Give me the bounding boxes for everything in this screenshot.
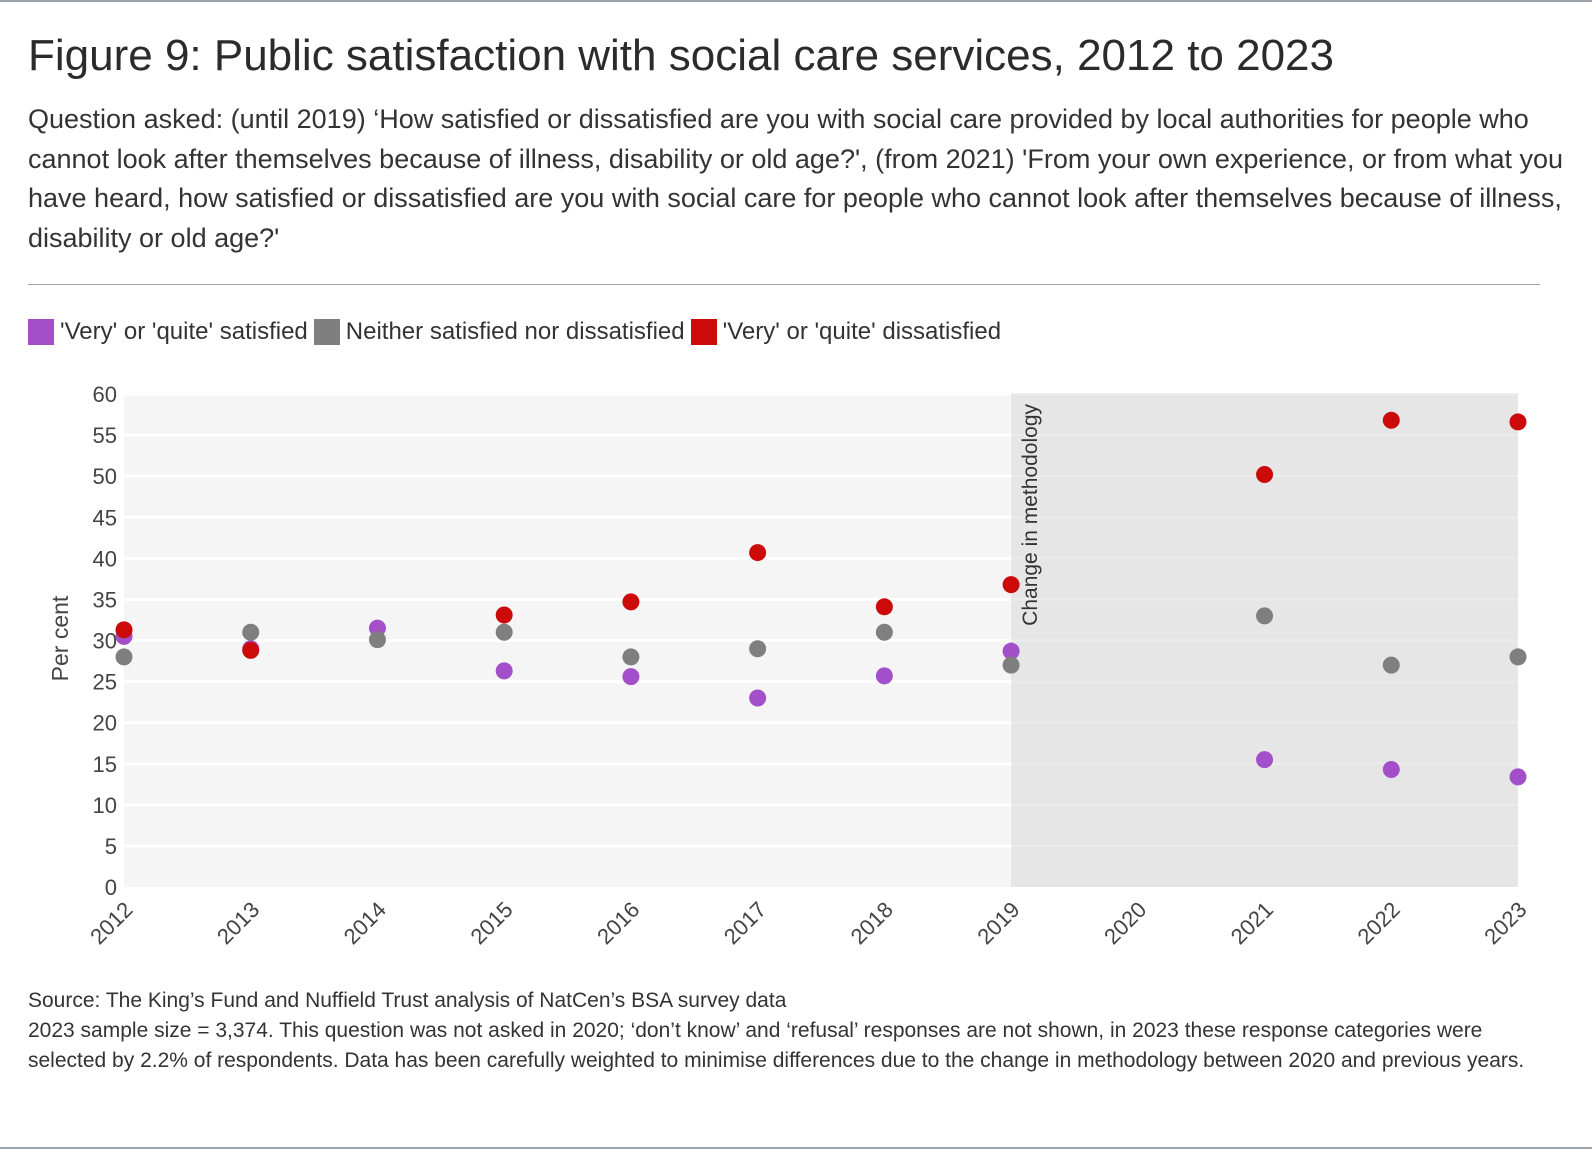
point-s1-2023: [1509, 648, 1527, 666]
point-s1-2018: [875, 623, 893, 641]
point-s1-2013: [242, 623, 260, 641]
bottom-rule: [0, 1147, 1592, 1149]
notes-line: 2023 sample size = 3,374. This question …: [28, 1019, 1525, 1072]
source-notes: Source: The King’s Fund and Nuffield Tru…: [28, 986, 1548, 1076]
point-s2-2023: [1509, 413, 1527, 431]
point-s1-2016: [622, 648, 640, 666]
point-s2-2017: [749, 544, 767, 562]
y-tick-label-0: 0: [105, 875, 117, 900]
x-tick-label-2017: 2017: [719, 897, 771, 949]
y-tick-label-45: 45: [93, 505, 117, 530]
y-tick-label-25: 25: [93, 670, 117, 695]
x-tick-label-2015: 2015: [465, 897, 517, 949]
point-s2-2022: [1382, 411, 1400, 429]
axis-labels: Per cent: [47, 595, 73, 681]
chart-title: Figure 9: Public satisfaction with socia…: [28, 31, 1334, 80]
y-tick-label-35: 35: [93, 587, 117, 612]
x-tick-label-2019: 2019: [972, 897, 1024, 949]
header-divider: [28, 284, 1540, 285]
y-tick-label-30: 30: [93, 629, 117, 654]
legend-item-dissatisfied[interactable]: 'Very' or 'quite' dissatisfied: [690, 318, 1002, 346]
legend-item-satisfied[interactable]: 'Very' or 'quite' satisfied: [28, 318, 308, 346]
legend-swatch-neither: [313, 319, 340, 345]
y-tick-label-60: 60: [93, 382, 117, 407]
point-s2-2016: [622, 593, 640, 611]
point-s2-2019: [1002, 576, 1020, 594]
legend-label-satisfied: 'Very' or 'quite' satisfied: [60, 318, 308, 345]
top-rule: [0, 0, 1592, 2]
x-tick-label-2014: 2014: [339, 897, 391, 949]
point-s1-2021: [1256, 607, 1274, 625]
point-s2-2018: [875, 598, 893, 616]
point-s0-2022: [1382, 761, 1400, 779]
y-tick-label-20: 20: [93, 711, 117, 736]
point-s0-2016: [622, 668, 640, 686]
chart-subtitle: Question asked: (until 2019) ‘How satisf…: [28, 104, 1564, 253]
point-s1-2017: [749, 640, 767, 658]
point-s0-2017: [749, 689, 767, 707]
y-tick-label-10: 10: [93, 793, 117, 818]
point-s1-2015: [495, 623, 513, 641]
y-tick-label-50: 50: [93, 464, 117, 489]
point-s2-2012: [115, 621, 133, 639]
legend-label-neither: Neither satisfied nor dissatisfied: [345, 318, 685, 345]
y-tick-label-55: 55: [93, 423, 117, 448]
y-tick-label-40: 40: [93, 546, 117, 571]
y-axis-title: Per cent: [47, 595, 73, 681]
legend-label-dissatisfied: 'Very' or 'quite' dissatisfied: [722, 318, 1002, 345]
legend-item-neither[interactable]: Neither satisfied nor dissatisfied: [313, 318, 685, 346]
point-s0-2018: [875, 667, 893, 685]
x-tick-label-2012: 2012: [85, 897, 137, 949]
point-s1-2014: [368, 631, 386, 649]
point-s0-2021: [1256, 751, 1274, 769]
x-tick-label-2016: 2016: [592, 897, 644, 949]
legend: 'Very' or 'quite' satisfied Neither sati…: [28, 314, 1007, 350]
point-s0-2023: [1509, 768, 1527, 786]
x-tick-label-2023: 2023: [1479, 897, 1531, 949]
y-tick-label-15: 15: [93, 752, 117, 777]
y-axis-ticks: 0 5 10 15 20 25 30 35 40 45 50 55 60: [93, 382, 117, 900]
methodology-annotation: Change in methodology: [1019, 404, 1042, 626]
point-s1-2019: [1002, 656, 1020, 674]
legend-swatch-satisfied: [28, 319, 54, 345]
x-tick-label-2018: 2018: [846, 897, 898, 949]
point-s0-2019: [1002, 642, 1020, 660]
x-tick-label-2013: 2013: [212, 897, 264, 949]
point-s0-2015: [495, 662, 513, 680]
legend-swatch-dissatisfied: [690, 319, 717, 345]
x-tick-label-2020: 2020: [1099, 897, 1151, 949]
source-line: Source: The King’s Fund and Nuffield Tru…: [28, 989, 787, 1012]
x-tick-label-2021: 2021: [1226, 897, 1278, 949]
point-s2-2013: [242, 641, 260, 659]
point-s1-2022: [1382, 656, 1400, 674]
x-axis-ticks: 2012 2013 2014 2015 2016 2017 2018 2019 2020 2021…: [85, 897, 1531, 949]
point-s1-2012: [115, 648, 133, 666]
point-s2-2021: [1256, 466, 1274, 484]
data-points: [115, 411, 1527, 786]
y-tick-label-5: 5: [105, 834, 117, 859]
point-s2-2015: [495, 606, 513, 624]
scatter-chart: Change in methodology 0 5 10 15 20 25 30 35 40 45…: [47, 382, 1532, 949]
x-tick-label-2022: 2022: [1353, 897, 1405, 949]
